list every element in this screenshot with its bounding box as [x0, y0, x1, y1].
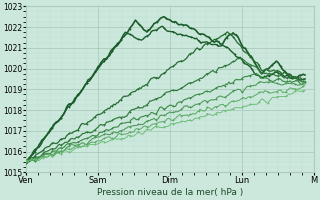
X-axis label: Pression niveau de la mer( hPa ): Pression niveau de la mer( hPa ): [97, 188, 243, 197]
